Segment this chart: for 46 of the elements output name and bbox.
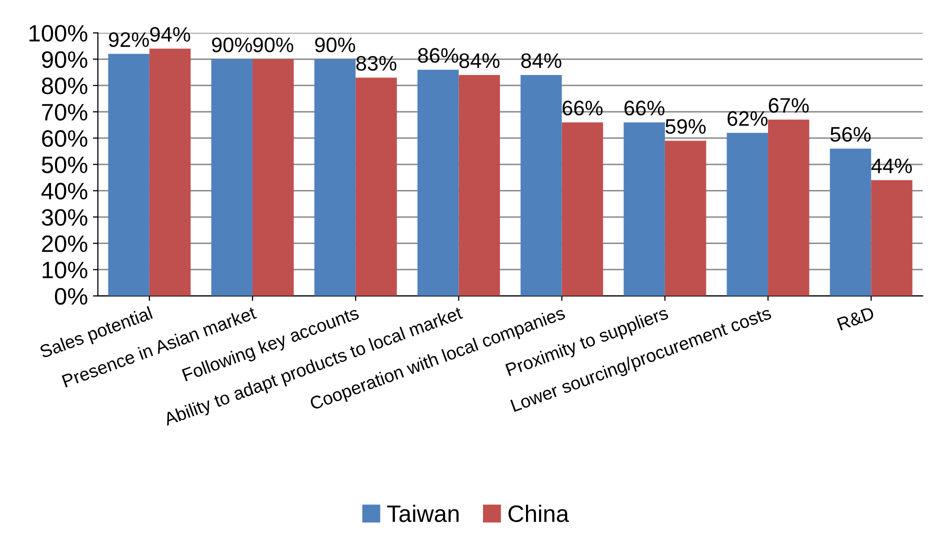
y-tick-label: 0% bbox=[54, 288, 88, 305]
y-tick-label: 20% bbox=[42, 235, 88, 252]
bar bbox=[562, 122, 604, 296]
bar bbox=[356, 78, 397, 296]
bar bbox=[871, 180, 912, 296]
data-label: 90% bbox=[212, 38, 252, 52]
y-tick-label: 40% bbox=[41, 182, 88, 200]
legend-label: Taiwan bbox=[387, 504, 459, 522]
bar bbox=[664, 140, 706, 296]
y-tick-label: 50% bbox=[42, 156, 88, 174]
bar bbox=[252, 59, 294, 296]
data-label: 66% bbox=[562, 100, 603, 116]
bar bbox=[768, 120, 810, 296]
bar bbox=[458, 74, 500, 296]
y-tick-label: 60% bbox=[42, 130, 88, 147]
y-tick-label: 80% bbox=[42, 78, 88, 94]
bar bbox=[624, 122, 665, 296]
data-label: 92% bbox=[108, 32, 149, 48]
data-label: 67% bbox=[768, 98, 809, 113]
bar bbox=[211, 59, 253, 296]
data-label: 90% bbox=[315, 38, 356, 52]
data-label: 84% bbox=[459, 53, 500, 68]
bar bbox=[149, 48, 191, 296]
data-label: 44% bbox=[871, 158, 912, 174]
bar bbox=[417, 70, 459, 296]
bar bbox=[108, 54, 150, 296]
legend-label: China bbox=[508, 504, 570, 522]
data-label: 90% bbox=[253, 38, 294, 52]
data-label: 84% bbox=[521, 53, 562, 68]
data-label: 83% bbox=[356, 56, 396, 71]
data-label: 66% bbox=[624, 100, 664, 116]
data-label: 86% bbox=[418, 48, 458, 63]
y-tick-label: 70% bbox=[42, 104, 88, 121]
data-label: 56% bbox=[830, 126, 871, 142]
y-tick-label: 10% bbox=[42, 262, 88, 278]
bar bbox=[520, 74, 562, 296]
data-label: 62% bbox=[728, 111, 768, 126]
bar bbox=[314, 59, 356, 296]
bar bbox=[726, 132, 768, 296]
y-tick-label: 30% bbox=[42, 209, 88, 226]
y-tick-label: 100% bbox=[30, 24, 88, 42]
x-tick-label: R&D bbox=[836, 306, 875, 331]
data-label: 94% bbox=[150, 27, 190, 42]
y-tick-label: 90% bbox=[42, 51, 88, 68]
bar bbox=[830, 148, 872, 296]
data-label: 59% bbox=[666, 119, 706, 134]
